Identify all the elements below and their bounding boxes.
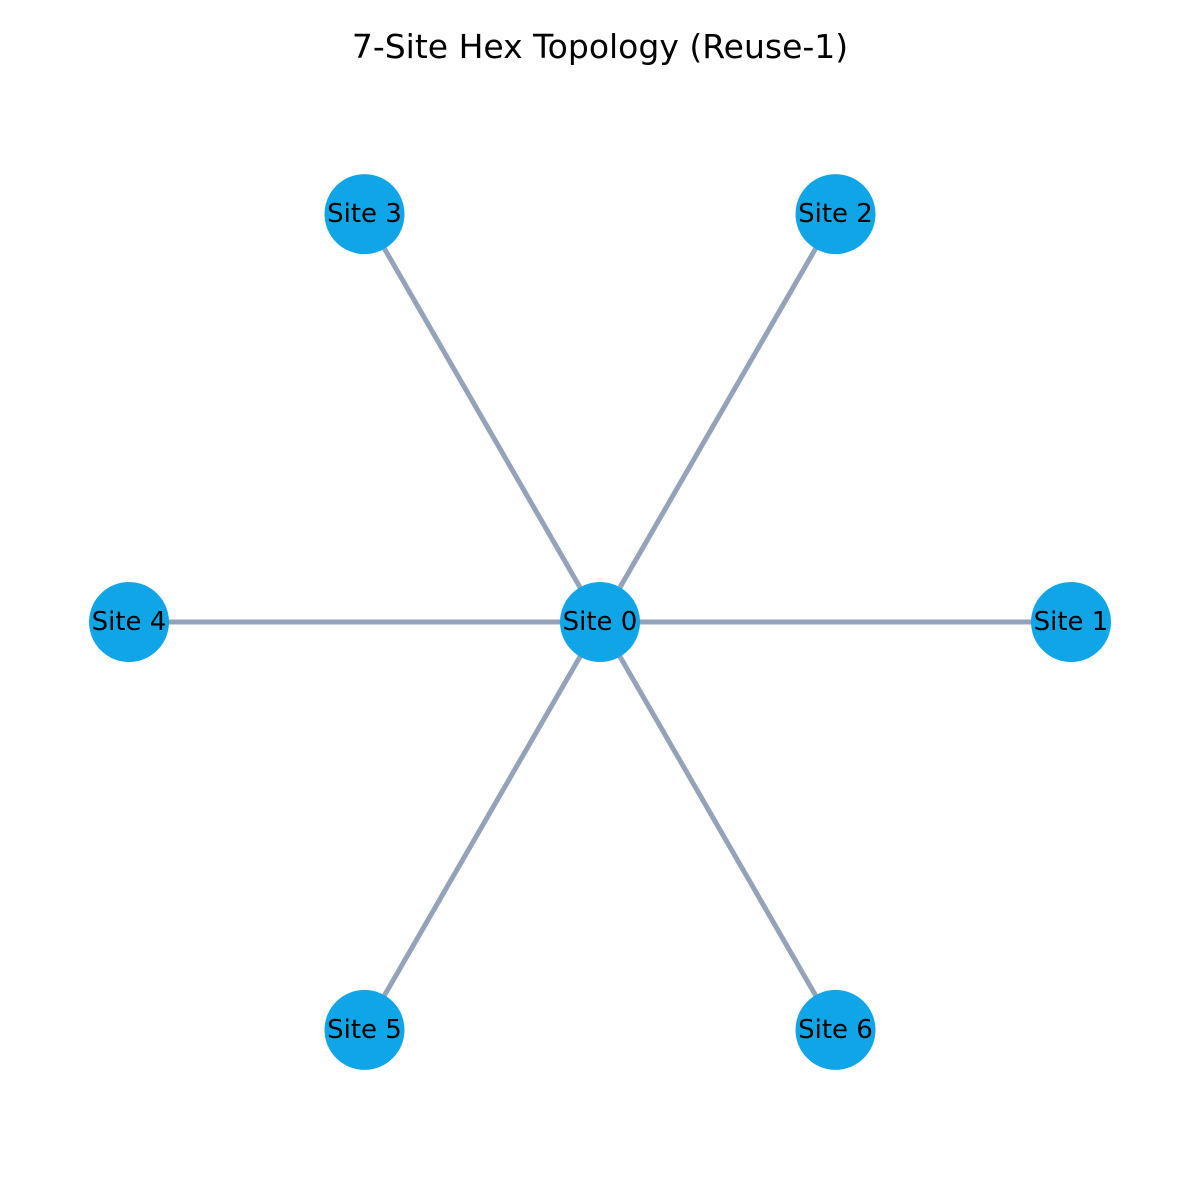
edge-site-0-site-6 — [597, 620, 838, 1032]
node-site-4: Site 4 — [89, 582, 169, 662]
node-label-site-4: Site 4 — [92, 607, 167, 637]
node-circle-site-6 — [795, 989, 876, 1070]
node-label-site-5: Site 5 — [327, 1015, 402, 1045]
node-label-site-3: Site 3 — [327, 199, 402, 229]
node-label-site-1: Site 1 — [1034, 607, 1109, 637]
node-site-3: Site 3 — [324, 174, 405, 255]
node-circle-site-3 — [324, 174, 405, 255]
node-circle-site-0 — [560, 582, 640, 662]
node-label-site-6: Site 6 — [798, 1015, 873, 1045]
node-circle-site-2 — [795, 174, 876, 255]
node-site-6: Site 6 — [795, 989, 876, 1070]
node-circle-site-1 — [1031, 582, 1111, 662]
node-label-site-0: Site 0 — [563, 607, 638, 637]
node-circle-site-4 — [89, 582, 169, 662]
node-label-site-2: Site 2 — [798, 199, 873, 229]
node-site-1: Site 1 — [1031, 582, 1111, 662]
edge-site-0-site-2 — [597, 212, 838, 624]
diagram-title: 7-Site Hex Topology (Reuse-1) — [352, 27, 848, 66]
node-site-5: Site 5 — [324, 989, 405, 1070]
edges-layer — [129, 212, 1071, 1032]
node-circle-site-5 — [324, 989, 405, 1070]
edge-site-0-site-5 — [362, 620, 603, 1032]
node-site-2: Site 2 — [795, 174, 876, 255]
edge-site-0-site-3 — [362, 212, 603, 624]
nodes-layer: Site 0 Site 1 Site 2 Site 3 Site 4 Site 5 Site… — [89, 174, 1111, 1070]
node-site-0: Site 0 — [560, 582, 640, 662]
